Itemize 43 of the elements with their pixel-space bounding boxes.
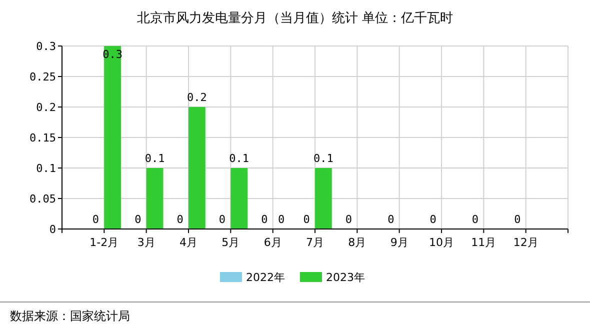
bar [104, 46, 122, 229]
source-note: 数据来源：国家统计局 [10, 309, 130, 323]
data-label: 0.1 [313, 152, 334, 165]
x-tick-label: 11月 [471, 236, 496, 249]
x-tick-label: 4月 [180, 236, 198, 249]
x-tick-label: 10月 [429, 236, 454, 249]
bar [146, 168, 164, 229]
data-label: 0 [388, 213, 394, 226]
x-tick-label: 3月 [137, 236, 156, 249]
data-label: 0.1 [229, 152, 250, 165]
data-label: 0.2 [186, 91, 207, 104]
y-tick-label: 0.25 [30, 70, 56, 84]
data-label: 0 [218, 213, 226, 226]
data-label: 0 [303, 213, 310, 226]
bar [230, 168, 248, 229]
x-tick-label: 12月 [513, 236, 538, 249]
chart-title: 北京市风力发电量分月（当月值）统计 单位：亿千瓦时 [136, 11, 454, 26]
data-label: 0 [261, 213, 268, 226]
y-tick-label: 0.2 [36, 101, 56, 114]
x-tick-label: 9月 [390, 236, 408, 249]
data-label: 0.1 [144, 152, 165, 165]
bar [315, 168, 332, 229]
data-label: 0 [92, 213, 100, 226]
data-label: 0 [514, 213, 521, 226]
x-tick-label: 5月 [222, 236, 240, 249]
data-label: 0 [472, 213, 479, 226]
data-label: 0 [430, 213, 436, 226]
y-tick-label: 0.05 [30, 192, 56, 206]
y-tick-label: 0 [49, 223, 56, 236]
y-tick-label: 0.15 [30, 132, 56, 144]
x-tick-label: 8月 [348, 236, 366, 249]
legend-label: 2022年 [246, 271, 285, 284]
legend-label: 2023年 [326, 271, 365, 284]
data-label: 0 [278, 213, 285, 226]
x-tick-label: 7月 [306, 236, 324, 249]
y-tick-label: 0.1 [36, 162, 56, 175]
x-tick-label: 1-2月 [90, 236, 119, 249]
bar [188, 107, 206, 229]
data-label: 0 [176, 213, 184, 226]
data-label: 0 [134, 213, 142, 226]
y-tick-label: 0.3 [36, 40, 56, 53]
data-label: 0 [345, 213, 352, 226]
x-tick-label: 6月 [264, 236, 282, 249]
